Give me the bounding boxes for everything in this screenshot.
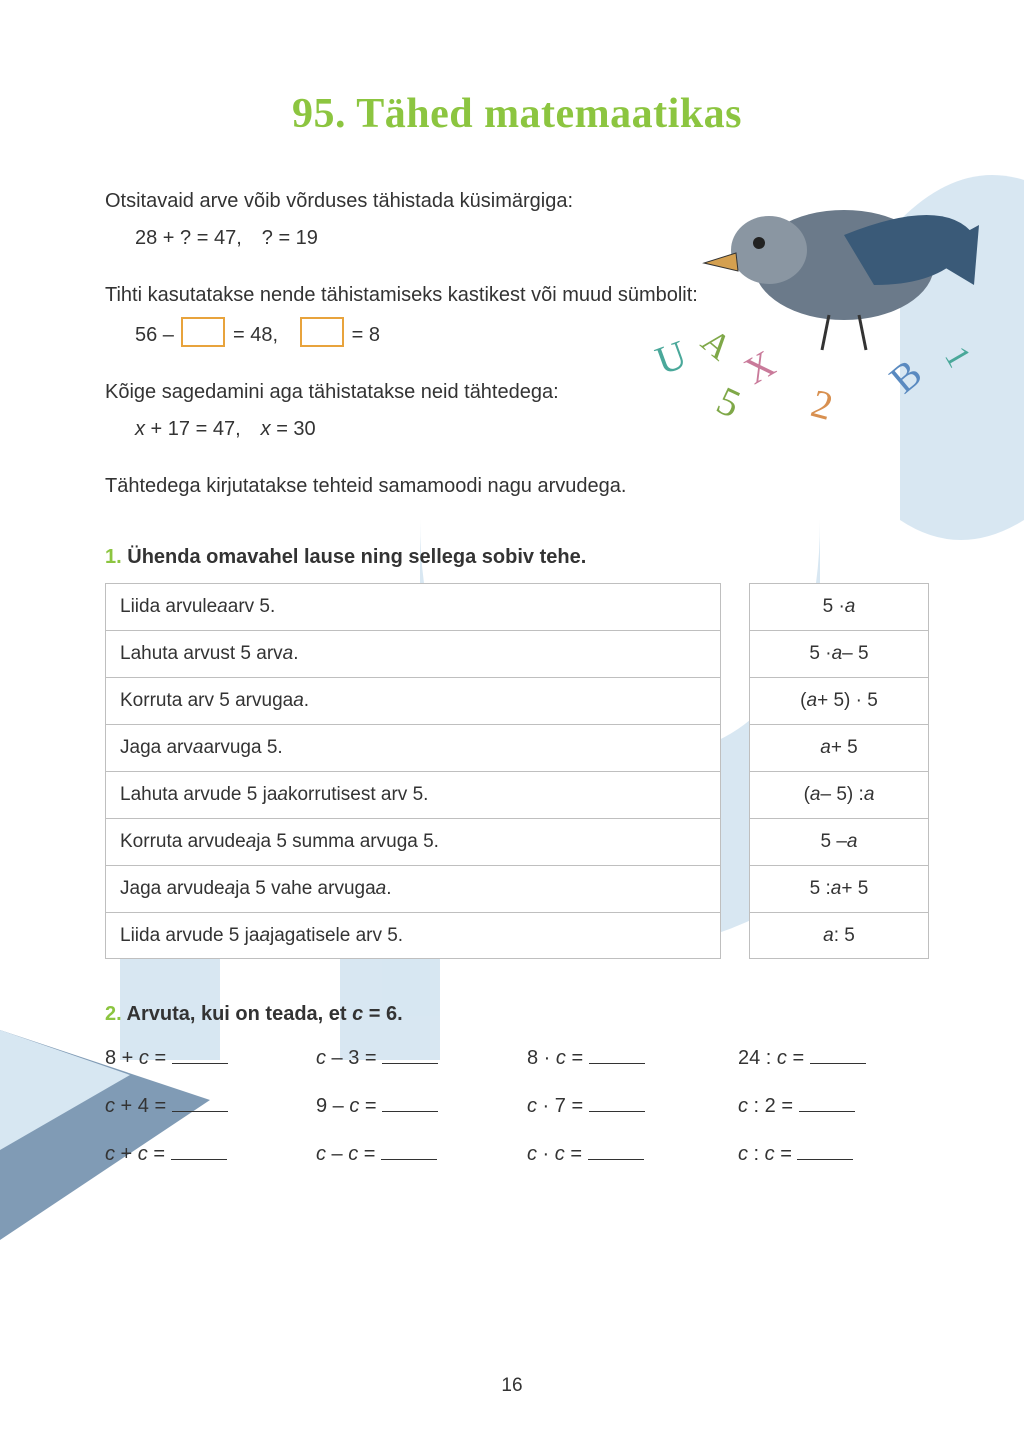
calc-cell: 24 : c = xyxy=(738,1044,929,1070)
match-right-cell: (a – 5) : a xyxy=(749,771,929,818)
ex2-title-b: c xyxy=(352,1003,363,1025)
intro-2: Tihti kasutatakse nende tähistamiseks ka… xyxy=(105,280,929,351)
intro1-example: 28 + ? = 47, ? = 19 xyxy=(105,223,929,254)
intro2-lead: Tihti kasutatakse nende tähistamiseks ka… xyxy=(105,280,929,311)
calc-cell: 8 + c = xyxy=(105,1044,296,1070)
ex1-heading: 1. Ühenda omavahel lause ning sellega so… xyxy=(105,546,929,569)
ex2-heading: 2. Arvuta, kui on teada, et c = 6. xyxy=(105,1003,929,1026)
match-left-column: Liida arvule a arv 5.Lahuta arvust 5 arv… xyxy=(105,583,721,959)
intro2-example: 56 – = 48, = 8 xyxy=(105,317,929,351)
intro3-xa: x xyxy=(135,418,145,440)
intro3-xc: x xyxy=(261,418,271,440)
calc-grid: 8 + c = c – 3 = 8 · c = 24 : c = c + 4 =… xyxy=(105,1044,929,1166)
intro-3: Kõige sagedamini aga tähistatakse neid t… xyxy=(105,377,929,445)
match-right-cell: 5 – a xyxy=(749,818,929,865)
calc-cell: 8 · c = xyxy=(527,1044,718,1070)
match-left-cell: Korruta arv 5 arvuga a. xyxy=(105,677,721,724)
page-title: 95. Tähed matemaatikas xyxy=(105,90,929,138)
intro3-b: + 17 = 47, xyxy=(145,418,261,440)
match-right-cell: 5 · a – 5 xyxy=(749,630,929,677)
empty-box-icon xyxy=(300,317,344,347)
page-number: 16 xyxy=(0,1375,1024,1397)
match-right-cell: (a + 5) · 5 xyxy=(749,677,929,724)
calc-cell: 9 – c = xyxy=(316,1092,507,1118)
calc-cell: c · c = xyxy=(527,1140,718,1166)
intro3-lead: Kõige sagedamini aga tähistatakse neid t… xyxy=(105,377,929,408)
intro4-text: Tähtedega kirjutatakse tehteid samamoodi… xyxy=(105,471,929,502)
match-left-cell: Liida arvude 5 ja a jagatisele arv 5. xyxy=(105,912,721,959)
match-right-cell: 5 · a xyxy=(749,583,929,630)
calc-cell: c : c = xyxy=(738,1140,929,1166)
intro-4: Tähtedega kirjutatakse tehteid samamoodi… xyxy=(105,471,929,502)
intro2-a: 56 – xyxy=(135,324,179,346)
match-left-cell: Lahuta arvust 5 arv a. xyxy=(105,630,721,677)
empty-box-icon xyxy=(181,317,225,347)
page-content: 95. Tähed matemaatikas Otsitavaid arve v… xyxy=(0,0,1024,1166)
calc-cell: c – 3 = xyxy=(316,1044,507,1070)
ex1-number: 1. xyxy=(105,546,122,568)
intro-1: Otsitavaid arve võib võrduses tähistada … xyxy=(105,186,929,254)
match-right-cell: a + 5 xyxy=(749,724,929,771)
calc-cell: c · 7 = xyxy=(527,1092,718,1118)
ex1-title: Ühenda omavahel lause ning sellega sobiv… xyxy=(122,546,587,568)
match-left-cell: Jaga arv a arvuga 5. xyxy=(105,724,721,771)
calc-cell: c + 4 = xyxy=(105,1092,296,1118)
intro3-d: = 30 xyxy=(271,418,316,440)
ex2-title-c: = 6. xyxy=(363,1003,402,1025)
calc-cell: c – c = xyxy=(316,1140,507,1166)
match-left-cell: Jaga arvude a ja 5 vahe arvuga a. xyxy=(105,865,721,912)
match-right-column: 5 · a5 · a – 5(a + 5) · 5a + 5(a – 5) : … xyxy=(749,583,929,959)
intro2-c: = 8 xyxy=(346,324,380,346)
match-table: Liida arvule a arv 5.Lahuta arvust 5 arv… xyxy=(105,583,929,959)
intro3-example: x + 17 = 47, x = 30 xyxy=(105,414,929,445)
exercise-2: 2. Arvuta, kui on teada, et c = 6. 8 + c… xyxy=(105,1003,929,1166)
match-left-cell: Lahuta arvude 5 ja a korrutisest arv 5. xyxy=(105,771,721,818)
calc-cell: c + c = xyxy=(105,1140,296,1166)
ex2-number: 2. xyxy=(105,1003,122,1025)
intro2-b: = 48, xyxy=(227,324,298,346)
match-right-cell: a : 5 xyxy=(749,912,929,959)
match-left-cell: Korruta arvude a ja 5 summa arvuga 5. xyxy=(105,818,721,865)
ex2-title-a: Arvuta, kui on teada, et xyxy=(122,1003,352,1025)
match-left-cell: Liida arvule a arv 5. xyxy=(105,583,721,630)
exercise-1: 1. Ühenda omavahel lause ning sellega so… xyxy=(105,546,929,959)
intro1-lead: Otsitavaid arve võib võrduses tähistada … xyxy=(105,186,929,217)
calc-cell: c : 2 = xyxy=(738,1092,929,1118)
match-right-cell: 5 : a + 5 xyxy=(749,865,929,912)
